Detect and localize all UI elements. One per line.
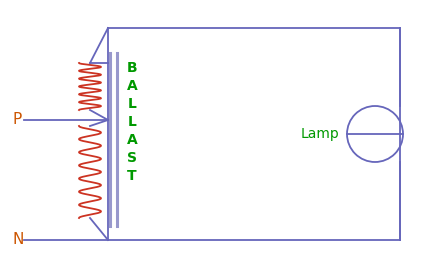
Text: Lamp: Lamp bbox=[300, 127, 339, 141]
Text: T: T bbox=[127, 169, 137, 183]
Text: L: L bbox=[127, 97, 136, 111]
Text: N: N bbox=[12, 233, 23, 248]
Text: A: A bbox=[127, 133, 138, 147]
Text: B: B bbox=[127, 61, 137, 75]
Text: P: P bbox=[12, 113, 21, 128]
Text: L: L bbox=[127, 115, 136, 129]
Text: S: S bbox=[127, 151, 137, 165]
Text: A: A bbox=[127, 79, 138, 93]
